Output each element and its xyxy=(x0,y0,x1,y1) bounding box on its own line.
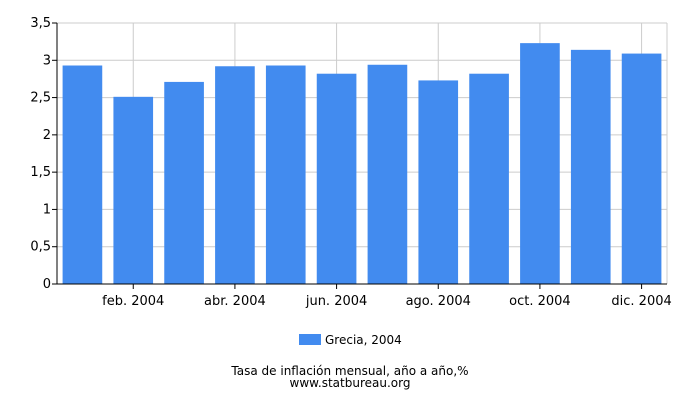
y-tick-label: 0 xyxy=(43,277,51,292)
legend: Grecia, 2004 xyxy=(299,333,402,347)
bar xyxy=(113,96,154,284)
x-tick-label: oct. 2004 xyxy=(509,294,571,309)
y-tick-label: 3,5 xyxy=(30,16,51,31)
bar xyxy=(215,66,255,284)
legend-label: Grecia, 2004 xyxy=(325,333,402,347)
x-tick-label: abr. 2004 xyxy=(204,294,266,309)
y-tick-label: 1 xyxy=(43,202,51,217)
source-label: www.statbureau.org xyxy=(290,376,411,390)
bar xyxy=(265,65,306,285)
bar xyxy=(520,43,560,285)
bar xyxy=(469,73,509,284)
bars xyxy=(62,43,662,285)
bar xyxy=(418,80,459,284)
y-tick-label: 3 xyxy=(43,53,51,68)
bar xyxy=(367,64,408,284)
x-tick-label: dic. 2004 xyxy=(611,294,671,309)
x-tick-label: jun. 2004 xyxy=(305,294,367,309)
y-tick-label: 0,5 xyxy=(30,240,51,255)
legend-swatch xyxy=(299,334,321,345)
x-tick-label: feb. 2004 xyxy=(102,294,164,309)
y-tick-label: 1,5 xyxy=(30,165,51,180)
y-tick-label: 2 xyxy=(43,128,51,143)
bar xyxy=(621,53,662,285)
y-axis-labels: 0 0,5 1 1,5 2 2,5 3 3,5 xyxy=(30,16,51,292)
chart-subtitle: Tasa de inflación mensual, año a año,% xyxy=(230,364,468,378)
axes xyxy=(52,22,667,289)
bar xyxy=(316,73,357,284)
x-axis-labels: feb. 2004 abr. 2004 jun. 2004 ago. 2004 oct.… xyxy=(102,294,672,309)
bar xyxy=(62,65,103,285)
bar xyxy=(570,49,611,284)
x-tick-label: ago. 2004 xyxy=(406,294,471,309)
y-tick-label: 2,5 xyxy=(30,91,51,106)
bar xyxy=(164,81,204,284)
